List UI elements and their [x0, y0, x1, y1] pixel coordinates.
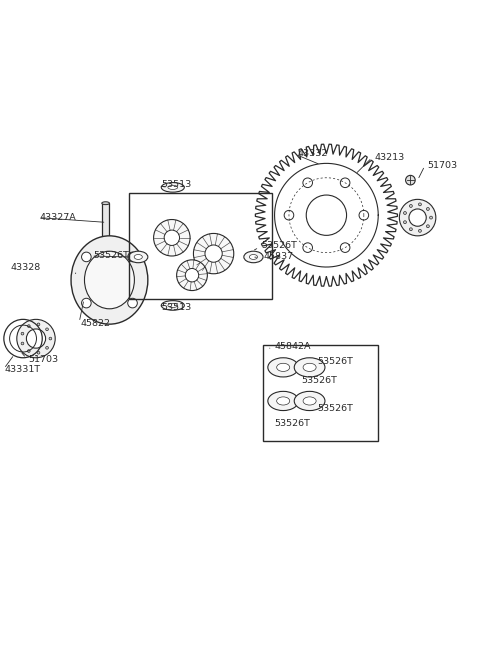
- Circle shape: [404, 221, 407, 224]
- Ellipse shape: [134, 255, 142, 259]
- Text: 53526T: 53526T: [317, 357, 353, 366]
- Circle shape: [409, 209, 426, 226]
- Circle shape: [164, 230, 180, 245]
- Circle shape: [49, 337, 52, 340]
- Circle shape: [193, 234, 234, 274]
- Circle shape: [419, 230, 421, 232]
- Text: 51703: 51703: [28, 355, 58, 363]
- Ellipse shape: [84, 251, 134, 309]
- Ellipse shape: [102, 202, 109, 205]
- Circle shape: [409, 205, 412, 207]
- Text: 43331T: 43331T: [5, 365, 41, 375]
- Ellipse shape: [268, 392, 299, 411]
- Circle shape: [128, 252, 137, 262]
- Text: 53513: 53513: [161, 180, 191, 190]
- Text: 53526T: 53526T: [262, 241, 298, 250]
- Ellipse shape: [168, 303, 178, 308]
- Circle shape: [284, 211, 294, 220]
- Text: 53513: 53513: [161, 303, 191, 312]
- Ellipse shape: [161, 182, 184, 192]
- Circle shape: [17, 319, 55, 358]
- Circle shape: [46, 328, 48, 331]
- Ellipse shape: [294, 392, 325, 411]
- Text: 45837: 45837: [263, 253, 293, 262]
- Text: 45822: 45822: [81, 319, 110, 328]
- Ellipse shape: [294, 358, 325, 377]
- Circle shape: [426, 225, 429, 228]
- Text: 43332: 43332: [298, 150, 328, 158]
- Circle shape: [409, 228, 412, 231]
- Text: 51703: 51703: [427, 161, 457, 171]
- Circle shape: [128, 298, 137, 308]
- Ellipse shape: [276, 363, 290, 371]
- Ellipse shape: [276, 397, 290, 405]
- Circle shape: [340, 243, 350, 253]
- Ellipse shape: [303, 363, 316, 371]
- Bar: [102, 203, 109, 245]
- Circle shape: [154, 220, 190, 256]
- Circle shape: [185, 268, 199, 282]
- Circle shape: [303, 178, 312, 188]
- Ellipse shape: [303, 397, 316, 405]
- Ellipse shape: [129, 251, 148, 262]
- Circle shape: [426, 207, 429, 211]
- Ellipse shape: [250, 255, 257, 259]
- Text: 53526T: 53526T: [317, 404, 353, 413]
- Circle shape: [21, 342, 24, 345]
- Ellipse shape: [161, 300, 184, 310]
- Text: 53526T: 53526T: [275, 419, 311, 428]
- Circle shape: [399, 199, 436, 236]
- Circle shape: [27, 325, 30, 327]
- Bar: [129, 193, 272, 299]
- Circle shape: [419, 203, 421, 206]
- Text: 53526T: 53526T: [301, 377, 337, 385]
- Circle shape: [21, 333, 24, 335]
- Circle shape: [82, 252, 91, 262]
- Ellipse shape: [168, 185, 178, 190]
- Ellipse shape: [244, 251, 263, 262]
- Circle shape: [37, 323, 40, 326]
- Text: 45842A: 45842A: [275, 342, 311, 351]
- Circle shape: [359, 211, 369, 220]
- Circle shape: [46, 346, 48, 349]
- Ellipse shape: [71, 236, 148, 324]
- Circle shape: [205, 245, 222, 262]
- Circle shape: [404, 212, 407, 215]
- Circle shape: [177, 260, 207, 291]
- Circle shape: [37, 352, 40, 354]
- Ellipse shape: [268, 358, 299, 377]
- Circle shape: [303, 243, 312, 253]
- Circle shape: [27, 350, 30, 352]
- Circle shape: [430, 216, 432, 219]
- Circle shape: [406, 175, 415, 185]
- Text: 43213: 43213: [374, 153, 405, 162]
- Text: 43328: 43328: [11, 264, 41, 272]
- Ellipse shape: [102, 244, 109, 247]
- Text: 43327A: 43327A: [39, 213, 76, 222]
- Circle shape: [82, 298, 91, 308]
- Circle shape: [26, 329, 46, 348]
- Text: 53526T: 53526T: [94, 251, 130, 260]
- Bar: [263, 345, 378, 441]
- Circle shape: [340, 178, 350, 188]
